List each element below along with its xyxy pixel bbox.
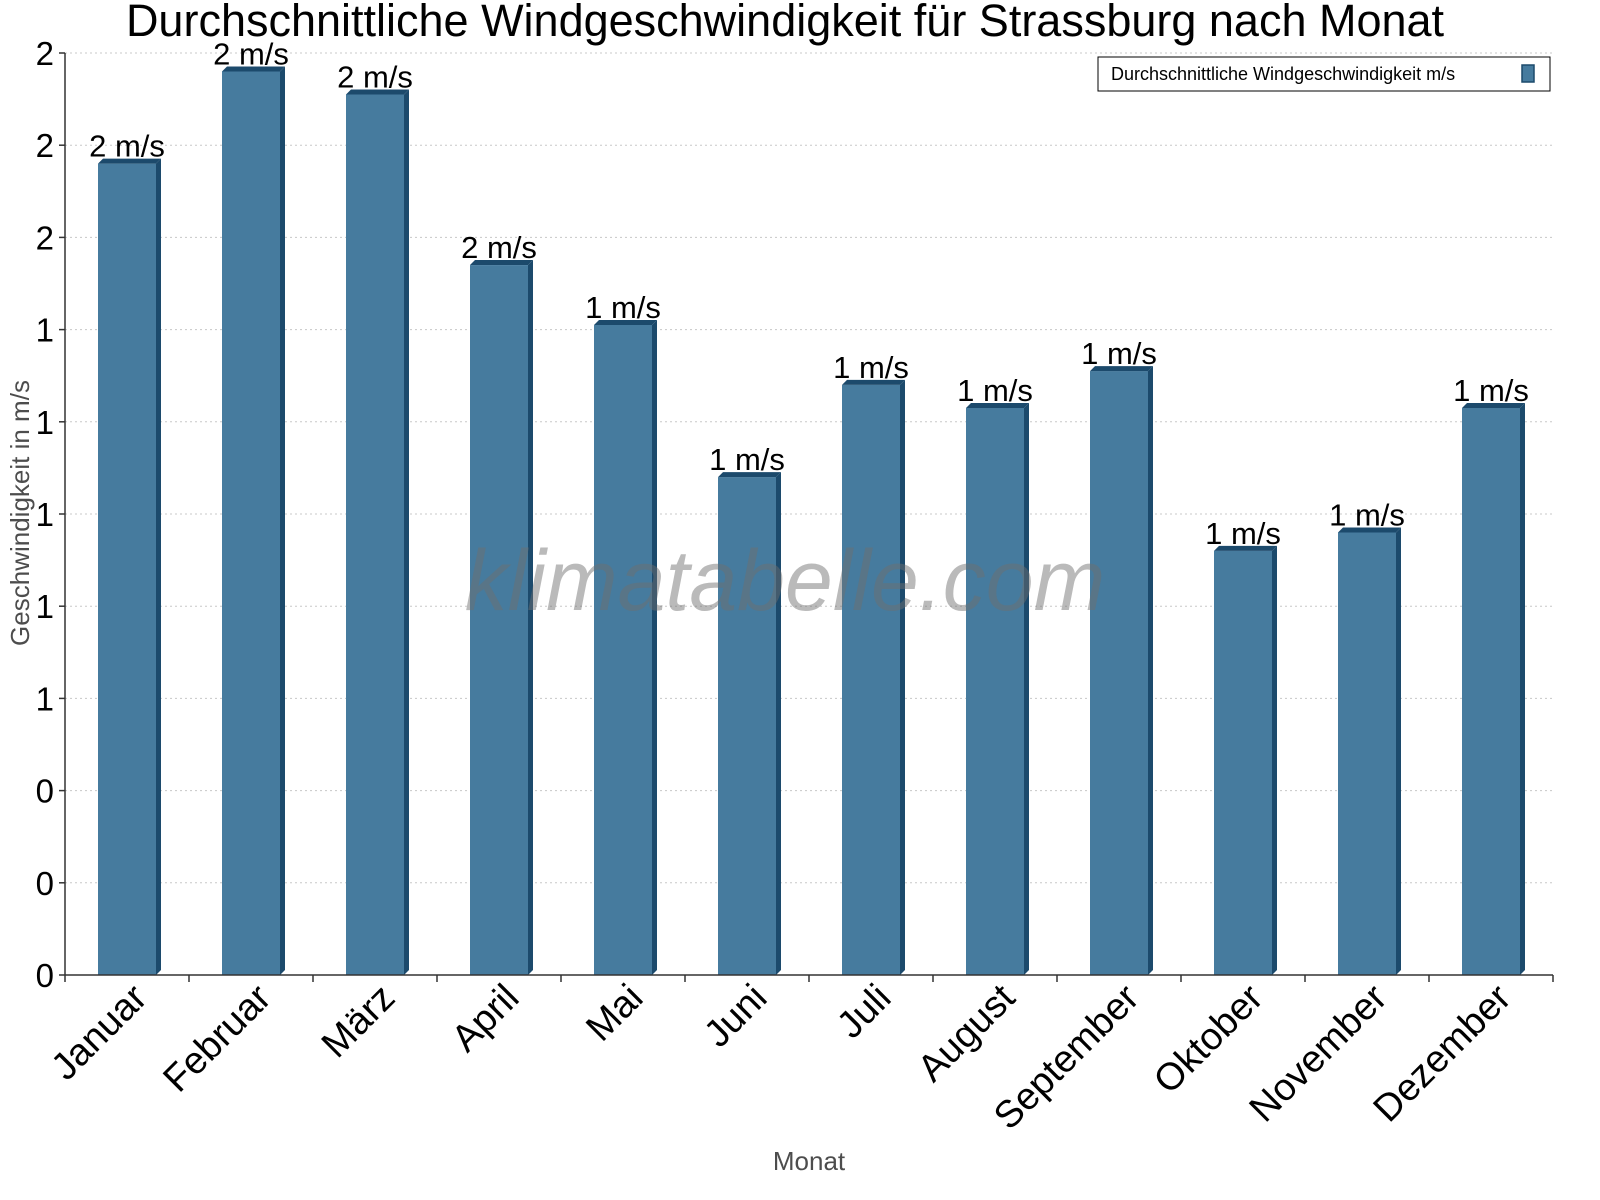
- value-label: 2 m/s: [89, 129, 165, 164]
- x-tick-label: Juni: [696, 977, 775, 1056]
- y-axis-title: Geschwindigkeit in m/s: [5, 380, 35, 646]
- grid-lines: [65, 52, 1553, 884]
- y-tick-label: 1: [36, 588, 54, 625]
- bar-mai: [594, 319, 657, 975]
- x-tick-label: Januar: [43, 976, 155, 1088]
- bar-top: [222, 66, 285, 72]
- y-tick-label: 1: [36, 312, 54, 349]
- value-label: 1 m/s: [1453, 373, 1529, 408]
- bar-front: [1214, 550, 1272, 975]
- value-label: 1 m/s: [709, 442, 785, 477]
- bar-side: [1396, 527, 1401, 975]
- bar-dezember: [1462, 402, 1525, 976]
- value-label: 2 m/s: [337, 59, 413, 94]
- bar-side: [156, 158, 161, 975]
- bar-top: [966, 402, 1029, 408]
- chart-title: Durchschnittliche Windgeschwindigkeit fü…: [126, 0, 1445, 46]
- value-label: 1 m/s: [957, 373, 1033, 408]
- x-tick-label: Mai: [578, 977, 651, 1050]
- x-tick-label: August: [910, 976, 1024, 1090]
- y-axis-ticks: 0 0 0 1 1 1 1 1 2 2 2: [36, 35, 65, 994]
- y-tick-label: 1: [36, 496, 54, 533]
- bar-märz: [346, 89, 409, 976]
- legend-label: Durchschnittliche Windgeschwindigkeit m/…: [1111, 64, 1455, 84]
- bar-side: [652, 319, 657, 975]
- bar-front: [1462, 407, 1520, 976]
- bar-top: [470, 260, 533, 266]
- bar-top: [718, 472, 781, 478]
- bar-juni: [718, 472, 781, 975]
- bar-september: [1090, 366, 1153, 976]
- value-label: 2 m/s: [213, 36, 289, 71]
- bar-februar: [222, 66, 285, 975]
- value-label: 1 m/s: [833, 350, 909, 385]
- x-tick-label: Juli: [829, 977, 899, 1047]
- bar-front: [346, 94, 404, 976]
- x-tick-label: Dezember: [1366, 976, 1520, 1130]
- x-axis-ticks: Januar Februar März April Mai Juni Juli AugustS…: [43, 975, 1554, 1138]
- bar-august: [966, 402, 1029, 976]
- bars: [98, 66, 1525, 976]
- bar-november: [1338, 527, 1401, 975]
- x-tick-label: Oktober: [1146, 976, 1272, 1102]
- y-tick-label: 0: [36, 957, 54, 994]
- bar-side: [776, 472, 781, 975]
- y-tick-label: 1: [36, 404, 54, 441]
- bar-front: [1090, 371, 1148, 976]
- bar-front: [1338, 532, 1396, 975]
- bar-front: [98, 163, 156, 975]
- value-label: 1 m/s: [585, 290, 661, 325]
- y-tick-label: 2: [36, 219, 54, 256]
- bar-front: [966, 407, 1024, 976]
- bar-top: [346, 89, 409, 95]
- y-tick-label: 0: [36, 865, 54, 902]
- bar-front: [842, 384, 900, 975]
- bar-top: [1338, 527, 1401, 533]
- bar-front: [222, 71, 280, 975]
- bar-top: [98, 158, 161, 164]
- legend-swatch: [1521, 64, 1535, 83]
- y-tick-label: 0: [36, 773, 54, 810]
- bar-front: [594, 324, 652, 975]
- bar-side: [1272, 545, 1277, 975]
- value-label: 2 m/s: [461, 230, 537, 265]
- bar-top: [1214, 545, 1277, 551]
- bar-januar: [98, 158, 161, 975]
- bar-top: [1462, 402, 1525, 408]
- bar-front: [470, 265, 528, 975]
- watermark: klimatabelle.com: [465, 533, 1105, 629]
- bar-side: [1520, 402, 1525, 976]
- legend: Durchschnittliche Windgeschwindigkeit m/…: [1097, 56, 1551, 92]
- bar-side: [1024, 402, 1029, 976]
- bar-april: [470, 260, 533, 975]
- value-label: 1 m/s: [1329, 497, 1405, 532]
- value-label: 1 m/s: [1205, 516, 1281, 551]
- y-tick-label: 1: [36, 680, 54, 717]
- value-labels: 2 m/s 2 m/s 2 m/s 2 m/s 1 m/s 1 m/s 1 m/s 1 m/s…: [89, 36, 1529, 550]
- x-tick-label: April: [444, 977, 527, 1060]
- bar-side: [900, 379, 905, 975]
- x-tick-label: Februar: [156, 976, 280, 1100]
- bar-top: [1090, 366, 1153, 372]
- y-tick-label: 2: [36, 127, 54, 164]
- bar-side: [1148, 366, 1153, 976]
- bar-juli: [842, 379, 905, 975]
- bar-top: [594, 319, 657, 325]
- value-label: 1 m/s: [1081, 336, 1157, 371]
- x-tick-label: März: [314, 977, 403, 1066]
- y-tick-label: 2: [36, 35, 54, 72]
- x-axis-title: Monat: [773, 1146, 846, 1176]
- bar-top: [842, 379, 905, 385]
- bar-side: [404, 89, 409, 976]
- bar-side: [280, 66, 285, 975]
- legend-box: [1097, 56, 1551, 92]
- bar-side: [528, 260, 533, 975]
- bar-front: [718, 477, 776, 975]
- bar-oktober: [1214, 545, 1277, 975]
